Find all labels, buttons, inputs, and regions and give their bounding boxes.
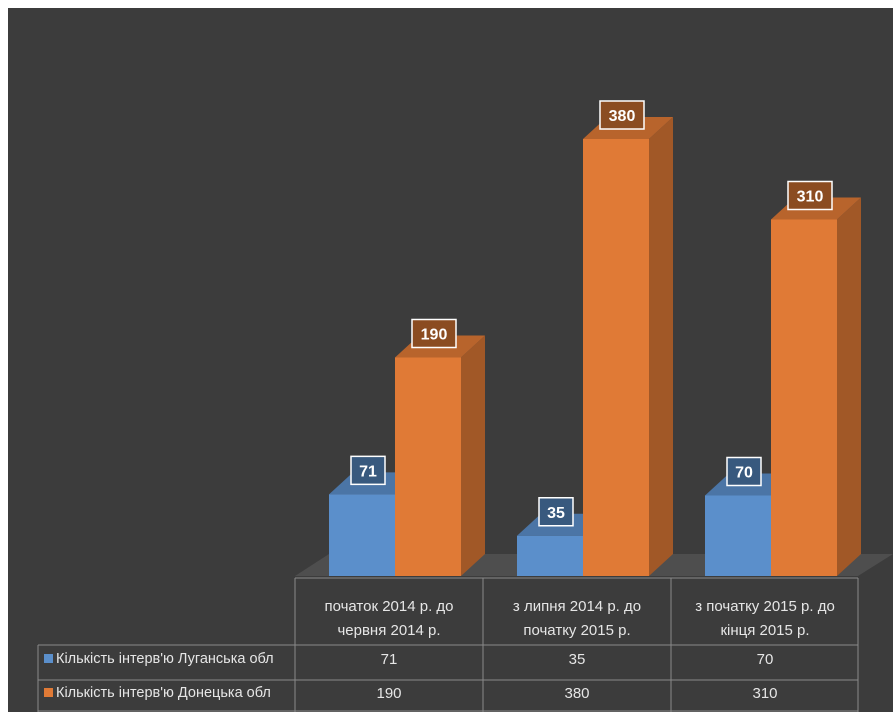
table-cell-series-1-category-2: 35 (569, 651, 586, 668)
data-label-series-2-category-3: 310 (787, 180, 833, 211)
category-label-2: з липня 2014 р. до (513, 598, 641, 615)
data-label-text: 380 (609, 108, 636, 125)
data-label-box (411, 318, 457, 349)
bar-side-face (461, 335, 485, 576)
data-label-series-1-category-1: 71 (350, 455, 386, 486)
data-label-box (350, 455, 386, 486)
category-label-2: початку 2015 р. (523, 622, 630, 639)
data-label-box (599, 100, 645, 130)
bar-series-2-category-1 (395, 335, 485, 576)
data-table: початок 2014 р. до червня 2014 р. з липня … (37, 577, 859, 712)
data-label-series-2-category-2: 380 (599, 100, 645, 130)
data-label-text: 310 (797, 189, 824, 206)
bar-series-2-category-2 (583, 117, 673, 576)
legend-label-series-1: Кількість інтерв'ю Луганська обл (56, 651, 274, 667)
data-label-text: 190 (421, 327, 448, 344)
table-cell-series-1-category-3: 70 (757, 651, 774, 668)
legend-key-series-1 (44, 654, 53, 663)
legend-label-series-2: Кількість інтерв'ю Донецька обл (56, 685, 271, 701)
bar-side-face (837, 197, 861, 576)
table-cell-series-2-category-2: 380 (564, 685, 589, 702)
bar-front-face (705, 495, 771, 576)
data-label-series-1-category-3: 70 (726, 456, 762, 487)
legend-key-series-2 (44, 688, 53, 697)
data-label-series-2-category-1: 190 (411, 318, 457, 349)
data-label-text: 71 (359, 463, 377, 480)
category-label-3: з початку 2015 р. до (695, 598, 835, 615)
table-cell-series-2-category-1: 190 (376, 685, 401, 702)
table-cell-series-1-category-1: 71 (381, 651, 398, 668)
category-label-1: початок 2014 р. до (324, 598, 453, 615)
data-label-box (787, 180, 833, 211)
category-label-3: кінця 2015 р. (720, 622, 809, 639)
data-label-series-1-category-2: 35 (538, 497, 574, 527)
bar-front-face (395, 357, 461, 576)
bar-front-face (583, 139, 649, 576)
table-cell-series-2-category-3: 310 (752, 685, 777, 702)
category-label-1: червня 2014 р. (337, 622, 440, 639)
data-labels-layer: 71 190 35 380 70 310 (350, 100, 833, 527)
bar-front-face (771, 219, 837, 576)
bar-series-2-category-3 (771, 197, 861, 576)
bar-side-face (649, 117, 673, 576)
data-label-box (726, 456, 762, 487)
bar-front-face (329, 494, 395, 576)
data-label-box (538, 497, 574, 527)
data-label-text: 70 (735, 465, 753, 482)
data-label-text: 35 (547, 505, 565, 522)
bar-front-face (517, 535, 583, 576)
